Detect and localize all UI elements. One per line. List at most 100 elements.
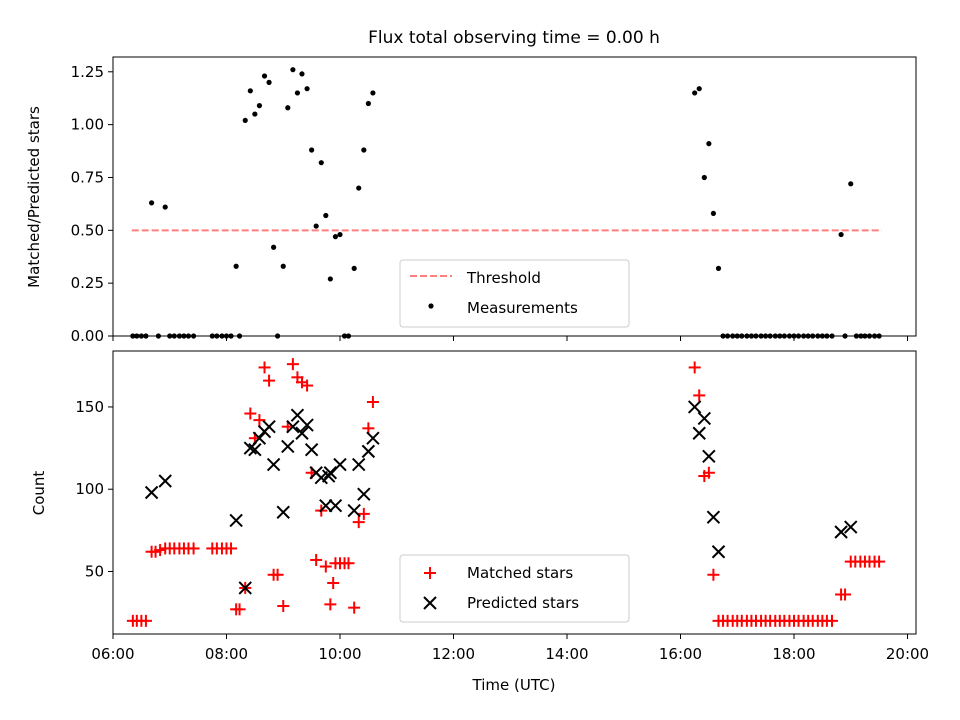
matched-star-point-81 [839,588,852,601]
measurement-point-45 [361,147,367,153]
predicted-star-point-12 [286,419,300,434]
measurement-point-32 [299,71,305,77]
predicted-star-point-26 [357,487,371,501]
legend-frame [399,259,630,328]
measurement-point-38 [327,276,333,282]
measurement-point-28 [280,263,286,269]
y-tick-label-4: 1.00 [71,116,104,134]
predicted-star-point-15 [300,418,314,432]
legend-measurements-label: Measurements [467,299,578,317]
measurement-point-30 [290,67,296,73]
predicted-star-point-0 [144,485,159,500]
predicted-star-point-2 [229,513,243,528]
matched-star-point-24 [253,414,266,427]
matched-star-point-28 [271,568,284,581]
predicted-star-point-3 [238,581,252,595]
x-tick-label-7: 20:00 [886,645,929,663]
predicted-star-point-9 [266,457,281,472]
matched-star-point-20 [233,603,246,616]
predicted-star-point-5 [248,443,262,457]
legend-predicted-label: Predicted stars [467,594,579,612]
y-tick-label-1: 0.25 [71,274,104,292]
chart-title: Flux total observing time = 0.00 h [368,28,660,48]
matched-star-point-40 [327,576,340,589]
measurement-point-33 [304,86,310,92]
legend: Matched stars Predicted stars [399,554,630,623]
y-tick-label-5: 1.25 [71,63,104,81]
measurement-point-31 [294,90,301,96]
x-tick-label-1: 08:00 [205,645,248,663]
ratio-chart: Flux total observing time = 0.00 h 0.00 0… [25,28,917,345]
measurement-point-4 [148,200,155,206]
predicted-star-point-30 [692,426,706,440]
measurement-point-25 [266,79,272,85]
legend-threshold-label: Threshold [466,269,541,287]
matched-star-point-50 [688,361,701,374]
matched-star-point-36 [310,553,323,566]
predicted-star-point-21 [323,466,338,480]
measurement-point-49 [696,86,702,92]
measurement-point-23 [256,103,263,109]
matched-star-point-26 [263,374,276,387]
measurement-point-78 [838,231,844,238]
predicted-star-point-10 [276,505,290,519]
matched-star-point-25 [258,361,271,374]
x-tick-label-2: 10:00 [318,645,361,663]
matched-star-point-53 [702,466,715,479]
y-tick-label-2: 0.50 [71,221,104,239]
x-tick-label-6: 18:00 [772,645,815,663]
predicted-star-point-6 [252,431,267,445]
matched-star-point-79 [826,614,839,627]
y-tick-label-0: 50 [85,562,104,580]
predicted-star-point-29 [687,400,702,414]
matched-star-point-3 [139,614,152,627]
measurement-point-47 [370,90,376,96]
matched-star-point-47 [357,507,370,520]
predicted-star-point-31 [697,411,712,426]
predicted-star-point-1 [158,474,172,488]
measurement-point-51 [706,141,712,147]
predicted-star-point-35 [834,525,848,539]
legend-frame [399,554,630,623]
legend-matched-label: Matched stars [467,564,573,582]
matched-star-point-44 [342,557,355,570]
measurement-point-29 [285,105,291,111]
measurement-point-21 [247,88,253,94]
measurement-point-34 [309,147,315,153]
count-chart: 06:00 08:00 10:00 12:00 14:00 16:00 18:00 20:00… [30,350,929,694]
predicted-star-point-28 [366,431,380,445]
matched-star-point-49 [366,396,379,409]
x-axis-label: Time (UTC) [472,676,556,694]
measurement-point-22 [252,111,258,117]
y-axis-label: Matched/Predicted stars [25,106,43,288]
ratio-plot-frame [112,56,917,337]
x-tick-label-4: 14:00 [545,645,588,663]
matched-star-point-51 [693,389,706,402]
matched-star-point-6 [154,544,167,557]
predicted-star-point-14 [295,426,309,440]
matched-star-point-39 [324,598,337,611]
matched-star-point-46 [352,516,365,529]
legend: Threshold Measurements [399,259,630,328]
measurement-point-36 [318,160,324,166]
matched-star-point-88 [873,555,886,568]
measurement-point-48 [692,90,698,96]
matched-star-point-54 [707,568,720,581]
y-tick-label-1: 100 [75,480,104,498]
measurement-point-52 [710,210,717,217]
predicted-star-point-19 [319,498,333,513]
matched-star-point-22 [244,407,257,420]
y-tick-label-3: 0.75 [71,168,104,186]
predicted-star-point-32 [702,449,716,464]
measurement-point-20 [242,117,248,124]
y-tick-label-2: 150 [75,398,104,416]
predicted-star-point-8 [262,419,276,434]
predicted-star-point-24 [347,503,361,518]
predicted-star-point-34 [711,545,726,559]
predicted-star-point-25 [352,457,366,472]
predicted-star-point-16 [304,443,319,457]
predicted-star-point-11 [281,439,295,454]
matched-star-points [126,358,886,627]
measurement-point-46 [365,100,371,107]
matched-star-point-45 [348,601,361,614]
